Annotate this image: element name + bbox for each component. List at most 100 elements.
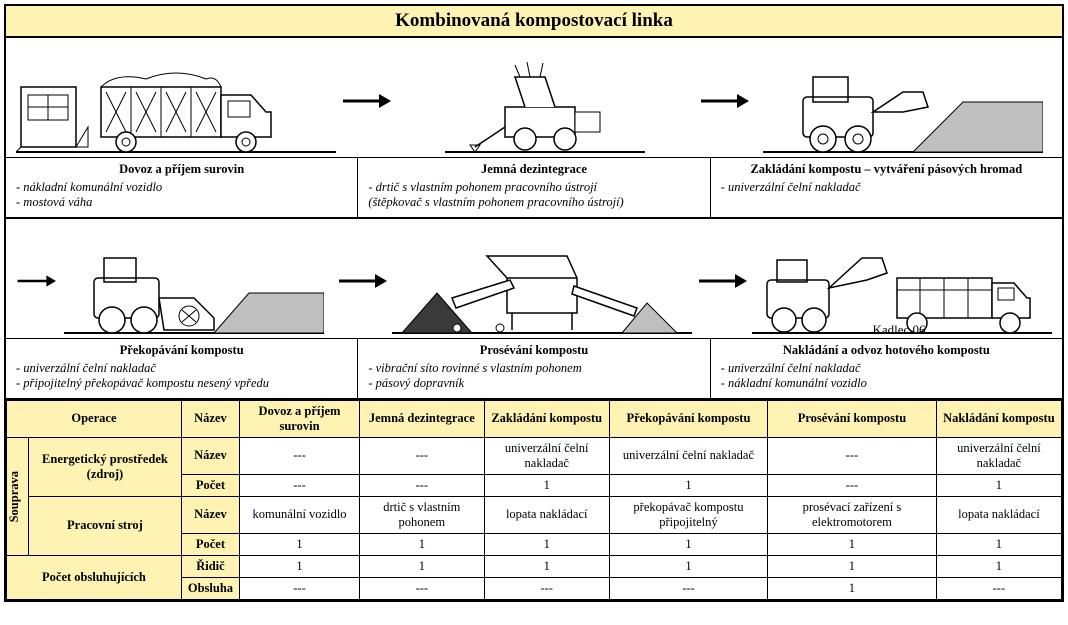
cell: 1 xyxy=(768,533,937,555)
diagram-row-top xyxy=(6,38,1062,158)
caption-row-bottom: Překopávání kompostu - univerzální čelní… xyxy=(6,339,1062,400)
cell: drtič s vlastním pohonem xyxy=(359,496,484,533)
caption-line: - pásový dopravník xyxy=(368,376,699,392)
cell: 1 xyxy=(609,555,767,577)
caption-title: Zakládání kompostu – vytváření pásových … xyxy=(721,162,1052,178)
sub-pocet: Počet xyxy=(181,474,239,496)
cell: --- xyxy=(240,577,360,599)
cell: lopata nakládací xyxy=(484,496,609,533)
cell: 1 xyxy=(240,533,360,555)
caption-line: - nákladní komunální vozidlo xyxy=(16,180,347,196)
cell: --- xyxy=(359,577,484,599)
cell: --- xyxy=(768,474,937,496)
th-nazev-header: Název xyxy=(181,400,239,437)
cell: 1 xyxy=(240,555,360,577)
caption-title: Prosévání kompostu xyxy=(368,343,699,359)
table-header-row: OperaceNázev Název Dovoz a příjem surovi… xyxy=(7,400,1062,437)
sub-nazev: Název xyxy=(181,496,239,533)
cell: --- xyxy=(359,474,484,496)
caption-cell: Překopávání kompostu - univerzální čelní… xyxy=(6,339,358,398)
stage-screener xyxy=(392,225,692,338)
caption-line: - mostová váha xyxy=(16,195,347,211)
cell: 1 xyxy=(609,533,767,555)
stage-shredder xyxy=(396,44,694,157)
caption-cell: Prosévání kompostu - vibrační síto rovin… xyxy=(358,339,710,398)
row-group2: Pracovní stroj xyxy=(29,496,182,555)
cell: 1 xyxy=(768,577,937,599)
stage-truck-intake xyxy=(16,44,336,157)
arrow-icon xyxy=(336,44,396,157)
th-col: Jemná dezintegrace xyxy=(359,400,484,437)
arrow-icon xyxy=(692,225,752,338)
cell: 1 xyxy=(936,555,1061,577)
caption-line: - připojitelný překopávač kompostu nesen… xyxy=(16,376,347,392)
sub-obsluha: Obsluha xyxy=(181,577,239,599)
caption-cell: Dovoz a příjem surovin - nákladní komuná… xyxy=(6,158,358,217)
caption-line: (štěpkovač s vlastním pohonem pracovního… xyxy=(368,195,699,211)
vlabel-souprava: Souprava xyxy=(7,471,22,522)
sub-ridic: Řidič xyxy=(181,555,239,577)
signature: Kadlec 06 xyxy=(872,322,931,338)
cell: 1 xyxy=(936,533,1061,555)
th-col: Dovoz a příjem surovin xyxy=(240,400,360,437)
row-group1: Energetický prostředek (zdroj) xyxy=(29,437,182,496)
cell: 1 xyxy=(484,533,609,555)
caption-title: Překopávání kompostu xyxy=(16,343,347,359)
cell: --- xyxy=(240,474,360,496)
caption-line: - univerzální čelní nakladač xyxy=(721,180,1052,196)
sub-nazev: Název xyxy=(181,437,239,474)
cell: komunální vozidlo xyxy=(240,496,360,533)
arrow-icon xyxy=(694,44,754,157)
sub-pocet: Počet xyxy=(181,533,239,555)
cell: --- xyxy=(936,577,1061,599)
diagram-container: Kombinovaná kompostovací linka xyxy=(4,4,1064,602)
cell: --- xyxy=(240,437,360,474)
cell: prosévací zařízení s elektromotorem xyxy=(768,496,937,533)
caption-row-top: Dovoz a příjem surovin - nákladní komuná… xyxy=(6,158,1062,219)
caption-line: - drtič s vlastním pohonem pracovního ús… xyxy=(368,180,699,196)
stage-turner xyxy=(56,225,332,338)
operations-table: OperaceNázev Název Dovoz a příjem surovi… xyxy=(6,400,1062,600)
caption-cell: Nakládání a odvoz hotového kompostu - un… xyxy=(711,339,1062,398)
stage-load-truck: Kadlec 06 xyxy=(752,225,1052,338)
cell: 1 xyxy=(359,555,484,577)
th-col: Nakládání kompostu xyxy=(936,400,1061,437)
caption-title: Nakládání a odvoz hotového kompostu xyxy=(721,343,1052,359)
table-row: Pracovní stroj Název komunální vozidlo d… xyxy=(7,496,1062,533)
cell: univerzální čelní nakladač xyxy=(609,437,767,474)
cell: překopávač kompostu připojitelný xyxy=(609,496,767,533)
caption-line: - univerzální čelní nakladač xyxy=(721,361,1052,377)
row-personnel: Počet obsluhujících xyxy=(7,555,182,599)
main-title: Kombinovaná kompostovací linka xyxy=(6,6,1062,38)
th-col: Prosévání kompostu xyxy=(768,400,937,437)
caption-cell: Zakládání kompostu – vytváření pásových … xyxy=(711,158,1062,217)
cell: 1 xyxy=(484,555,609,577)
caption-title: Jemná dezintegrace xyxy=(368,162,699,178)
cell: 1 xyxy=(768,555,937,577)
th-col: Zakládání kompostu xyxy=(484,400,609,437)
arrow-icon xyxy=(332,225,392,338)
cell: 1 xyxy=(484,474,609,496)
table-row: Souprava Energetický prostředek (zdroj) … xyxy=(7,437,1062,474)
cell: 1 xyxy=(359,533,484,555)
caption-line: - nákladní komunální vozidlo xyxy=(721,376,1052,392)
diagram-row-bottom: Kadlec 06 xyxy=(6,219,1062,339)
cell: --- xyxy=(484,577,609,599)
caption-line: - vibrační síto rovinné s vlastním pohon… xyxy=(368,361,699,377)
cell: --- xyxy=(768,437,937,474)
cell: univerzální čelní nakladač xyxy=(484,437,609,474)
cell: lopata nakládací xyxy=(936,496,1061,533)
cell: --- xyxy=(609,577,767,599)
arrow-icon xyxy=(16,225,56,338)
th-operace: Operace xyxy=(7,400,182,437)
cell: 1 xyxy=(936,474,1061,496)
stage-loader-pile xyxy=(754,44,1052,157)
cell: univerzální čelní nakladač xyxy=(936,437,1061,474)
cell: 1 xyxy=(609,474,767,496)
caption-cell: Jemná dezintegrace - drtič s vlastním po… xyxy=(358,158,710,217)
caption-title: Dovoz a příjem surovin xyxy=(16,162,347,178)
table-row: Počet obsluhujících Řidič 1 1 1 1 1 1 xyxy=(7,555,1062,577)
th-col: Překopávání kompostu xyxy=(609,400,767,437)
cell: --- xyxy=(359,437,484,474)
caption-line: - univerzální čelní nakladač xyxy=(16,361,347,377)
